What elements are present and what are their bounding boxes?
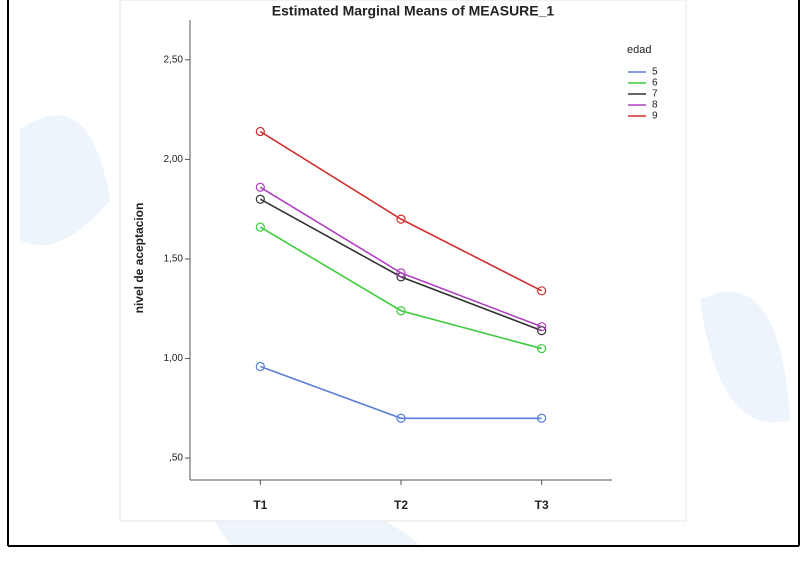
watermark <box>20 115 790 545</box>
series-marker <box>396 268 406 278</box>
y-tick-label: 1,00 <box>164 353 184 364</box>
legend-label: 7 <box>652 89 658 100</box>
series-marker <box>255 222 265 232</box>
chart-title: Estimated Marginal Means of MEASURE_1 <box>272 3 555 19</box>
series-marker <box>396 214 406 224</box>
series-marker <box>255 361 265 372</box>
series-line <box>259 186 542 328</box>
legend-label: 8 <box>652 100 658 111</box>
y-axis-label: nivel de aceptacion <box>132 203 146 314</box>
series-line <box>259 226 542 350</box>
legend-label: 5 <box>652 67 658 78</box>
legend-label: 6 <box>652 78 658 89</box>
series-marker <box>255 126 265 137</box>
series-line <box>260 365 542 420</box>
y-tick-label: 2,00 <box>164 154 184 165</box>
series-marker <box>396 306 406 316</box>
chart-panel <box>119 0 687 522</box>
y-tick-label: ,50 <box>169 453 183 464</box>
series-marker <box>537 413 547 423</box>
series-line <box>259 130 543 292</box>
x-tick-label: T1 <box>253 498 267 512</box>
series-marker <box>537 322 547 332</box>
series-marker <box>255 194 265 204</box>
y-tick-label: 1,50 <box>164 254 184 265</box>
y-tick-label: 2,50 <box>164 54 184 65</box>
x-tick-label: T2 <box>394 498 408 512</box>
series-marker <box>396 413 406 423</box>
legend-label: 9 <box>652 111 658 122</box>
series-marker <box>537 286 547 296</box>
legend-title: edad <box>627 44 651 56</box>
x-tick-label: T3 <box>535 498 549 512</box>
series-marker <box>255 182 265 192</box>
series-marker <box>537 343 547 354</box>
